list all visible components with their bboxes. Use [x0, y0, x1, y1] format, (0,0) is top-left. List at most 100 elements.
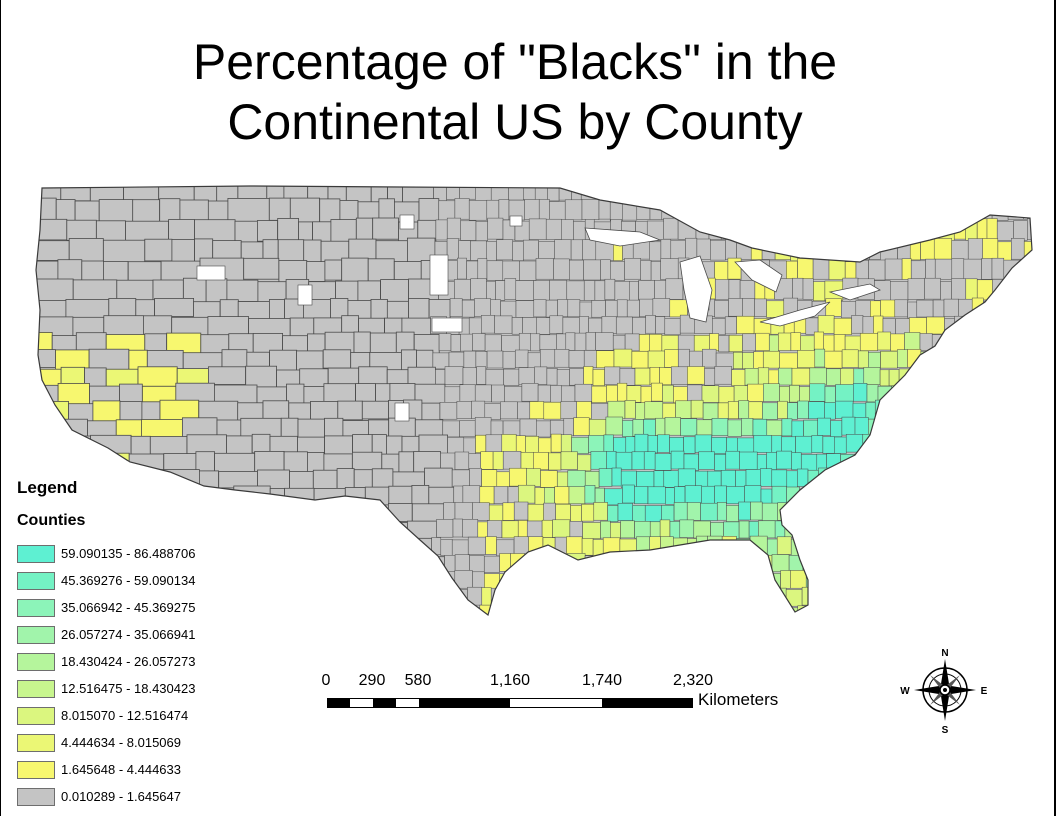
county-polygon	[1007, 519, 1021, 538]
county-polygon	[540, 470, 558, 488]
county-polygon	[993, 333, 1005, 352]
county-polygon	[958, 298, 973, 317]
county-polygon	[945, 452, 958, 471]
county-polygon	[994, 400, 1007, 419]
county-polygon	[933, 350, 947, 368]
county-polygon	[547, 186, 560, 202]
county-polygon	[970, 553, 989, 572]
county-polygon	[536, 420, 551, 438]
county-polygon	[554, 486, 570, 505]
county-polygon	[910, 260, 926, 281]
county-polygon	[518, 333, 531, 351]
county-polygon	[561, 219, 574, 241]
county-polygon	[651, 382, 663, 402]
county-polygon	[790, 570, 807, 589]
county-polygon	[503, 368, 520, 386]
county-polygon	[736, 538, 751, 556]
county-polygon	[802, 200, 821, 221]
county-polygon	[967, 238, 983, 260]
county-polygon	[1011, 298, 1028, 317]
county-polygon	[651, 186, 663, 200]
county-polygon	[929, 436, 944, 454]
county-polygon	[198, 570, 222, 593]
county-polygon	[817, 315, 835, 334]
county-polygon	[481, 315, 495, 334]
county-polygon	[830, 420, 843, 438]
county-polygon	[470, 278, 487, 300]
county-polygon	[731, 369, 746, 387]
county-polygon	[853, 383, 868, 402]
county-polygon	[632, 317, 646, 335]
county-polygon	[956, 186, 972, 201]
county-polygon	[661, 186, 672, 201]
county-polygon	[591, 403, 609, 421]
county-polygon	[89, 186, 125, 204]
county-polygon	[411, 484, 430, 505]
county-polygon	[767, 186, 781, 202]
county-polygon	[675, 400, 692, 419]
county-polygon	[951, 278, 966, 300]
county-polygon	[515, 280, 534, 301]
legend-item: 0.010289 - 1.645647	[17, 783, 195, 810]
county-polygon	[855, 259, 869, 281]
county-polygon	[671, 366, 688, 385]
county-polygon	[632, 419, 644, 437]
county-polygon	[900, 451, 912, 470]
county-polygon	[488, 504, 504, 522]
county-polygon	[306, 261, 326, 282]
county-polygon	[611, 555, 623, 573]
county-polygon	[438, 200, 456, 221]
county-polygon	[297, 284, 313, 306]
county-polygon	[710, 239, 726, 261]
county-polygon	[766, 419, 783, 437]
county-polygon	[1036, 453, 1054, 470]
county-polygon	[583, 366, 594, 385]
county-polygon	[207, 316, 249, 336]
county-polygon	[641, 607, 658, 615]
county-polygon	[841, 520, 854, 538]
county-polygon	[842, 218, 858, 240]
county-polygon	[594, 280, 606, 301]
county-polygon	[622, 420, 634, 437]
county-polygon	[970, 468, 988, 487]
county-polygon	[889, 553, 906, 572]
county-polygon	[951, 240, 969, 261]
county-polygon	[983, 300, 995, 318]
county-polygon	[490, 420, 504, 438]
scale-bar-segment	[418, 699, 510, 707]
county-polygon	[992, 386, 1009, 403]
county-polygon	[519, 418, 537, 437]
county-polygon	[1033, 278, 1044, 299]
county-polygon	[872, 588, 892, 607]
county-polygon	[1024, 586, 1032, 606]
county-polygon	[813, 556, 827, 574]
county-polygon	[581, 538, 594, 556]
county-polygon	[454, 198, 470, 220]
county-polygon	[604, 278, 616, 300]
county-polygon	[983, 590, 994, 608]
county-polygon	[952, 554, 971, 573]
county-polygon	[947, 383, 960, 402]
county-polygon	[636, 198, 651, 220]
county-polygon	[767, 538, 778, 556]
county-polygon	[888, 538, 899, 556]
county-polygon	[342, 539, 372, 560]
county-polygon	[841, 570, 854, 589]
county-polygon	[770, 604, 787, 615]
county-polygon	[619, 368, 636, 386]
legend-label: 0.010289 - 1.645647	[61, 789, 181, 804]
county-polygon	[594, 487, 605, 505]
county-polygon	[991, 200, 1009, 221]
county-polygon	[420, 606, 448, 615]
legend-item: 26.057274 - 35.066941	[17, 621, 195, 648]
county-polygon	[36, 400, 69, 429]
county-polygon	[557, 471, 569, 489]
county-polygon	[817, 590, 834, 608]
county-polygon	[745, 469, 761, 488]
county-polygon	[787, 402, 798, 420]
county-polygon	[1018, 454, 1032, 472]
legend-swatch	[17, 598, 55, 617]
county-polygon	[475, 434, 487, 453]
county-polygon	[643, 451, 656, 470]
county-polygon	[538, 199, 550, 220]
